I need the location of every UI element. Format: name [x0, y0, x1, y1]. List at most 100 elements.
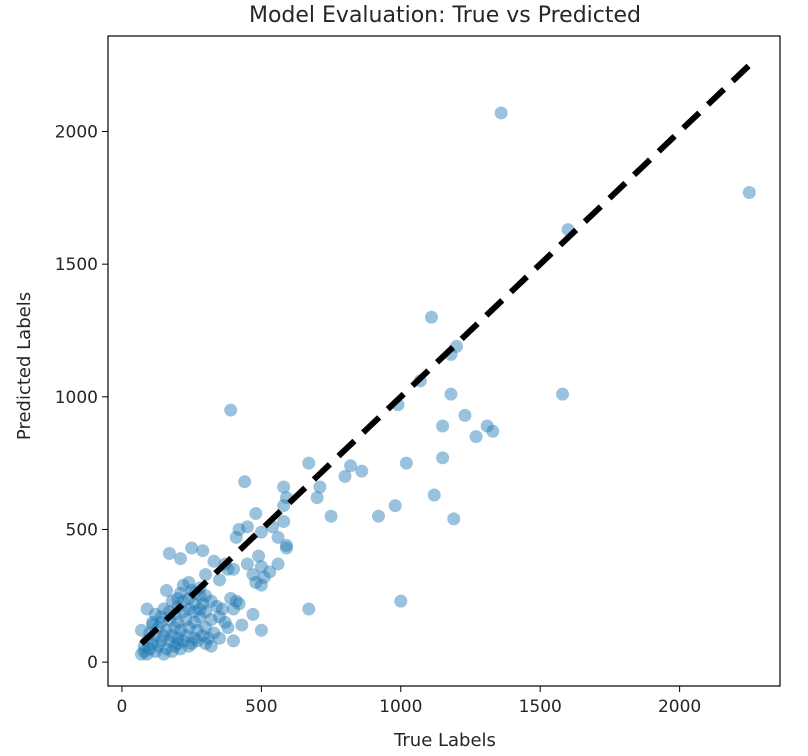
data-point: [218, 615, 232, 629]
data-point: [173, 552, 187, 566]
data-point: [196, 597, 210, 611]
data-point: [146, 637, 160, 651]
data-point: [201, 631, 215, 645]
data-point: [246, 568, 260, 582]
data-point: [399, 456, 413, 470]
data-point: [176, 634, 190, 648]
data-point: [424, 310, 438, 324]
data-point: [279, 538, 293, 552]
data-point: [238, 475, 252, 489]
data-point: [324, 509, 338, 523]
data-point: [171, 591, 185, 605]
data-point: [154, 634, 168, 648]
y-tick-label: 0: [87, 653, 98, 673]
data-point: [182, 602, 196, 616]
data-point: [199, 605, 213, 619]
data-point: [171, 637, 185, 651]
data-point: [355, 464, 369, 478]
data-point: [196, 544, 210, 558]
data-point: [556, 387, 570, 401]
data-point: [277, 515, 291, 529]
data-point: [157, 602, 171, 616]
data-point: [229, 530, 243, 544]
data-point: [444, 387, 458, 401]
data-point: [213, 573, 227, 587]
data-point: [394, 594, 408, 608]
data-point: [173, 642, 187, 656]
data-point: [279, 541, 293, 555]
data-point: [210, 599, 224, 613]
data-point: [742, 186, 756, 200]
x-tick-label: 2000: [658, 697, 701, 717]
data-point: [146, 615, 160, 629]
data-point: [204, 639, 218, 653]
data-point: [310, 491, 324, 505]
data-point: [240, 557, 254, 571]
data-point: [179, 613, 193, 627]
x-tick-label: 500: [245, 697, 277, 717]
data-point: [154, 610, 168, 624]
data-point: [224, 591, 238, 605]
data-point: [204, 594, 218, 608]
data-point: [246, 607, 260, 621]
data-point: [162, 546, 176, 560]
data-point: [134, 647, 148, 661]
y-tick-label: 2000: [55, 123, 98, 143]
data-point: [199, 637, 213, 651]
data-point: [486, 424, 500, 438]
data-point: [257, 570, 271, 584]
data-point: [137, 645, 151, 659]
data-point: [213, 610, 227, 624]
data-point: [271, 557, 285, 571]
data-point: [226, 602, 240, 616]
chart-title: Model Evaluation: True vs Predicted: [249, 3, 641, 28]
data-point: [140, 647, 154, 661]
data-point: [187, 597, 201, 611]
data-point: [221, 621, 235, 635]
data-point: [458, 408, 472, 422]
data-point: [302, 456, 316, 470]
data-point: [165, 645, 179, 659]
data-point: [254, 560, 268, 574]
data-point: [179, 629, 193, 643]
data-point: [226, 634, 240, 648]
data-point: [143, 642, 157, 656]
data-point: [199, 621, 213, 635]
data-point: [254, 623, 268, 637]
x-tick-label: 1000: [379, 697, 422, 717]
data-point: [171, 631, 185, 645]
data-point: [187, 605, 201, 619]
data-point: [263, 565, 277, 579]
data-point: [215, 602, 229, 616]
points-layer: [134, 106, 756, 661]
data-point: [338, 469, 352, 483]
data-point: [371, 509, 385, 523]
reference-line: [139, 63, 752, 646]
data-point: [344, 459, 358, 473]
data-point: [240, 520, 254, 534]
data-point: [229, 594, 243, 608]
y-axis-label: Predicted Labels: [14, 292, 35, 440]
data-point: [165, 629, 179, 643]
data-point: [232, 522, 246, 536]
y-tick-label: 1500: [55, 255, 98, 275]
data-point: [160, 623, 174, 637]
data-point: [427, 488, 441, 502]
data-point: [271, 530, 285, 544]
data-point: [469, 430, 483, 444]
data-point: [148, 607, 162, 621]
data-point: [140, 602, 154, 616]
data-point: [494, 106, 508, 120]
data-point: [154, 615, 168, 629]
data-point: [480, 419, 494, 433]
data-point: [196, 629, 210, 643]
data-point: [187, 631, 201, 645]
x-tick-label: 0: [117, 697, 128, 717]
y-tick-label: 1000: [55, 388, 98, 408]
data-point: [199, 589, 213, 603]
data-point: [277, 480, 291, 494]
data-point: [193, 610, 207, 624]
data-point: [436, 419, 450, 433]
data-point: [249, 507, 263, 521]
